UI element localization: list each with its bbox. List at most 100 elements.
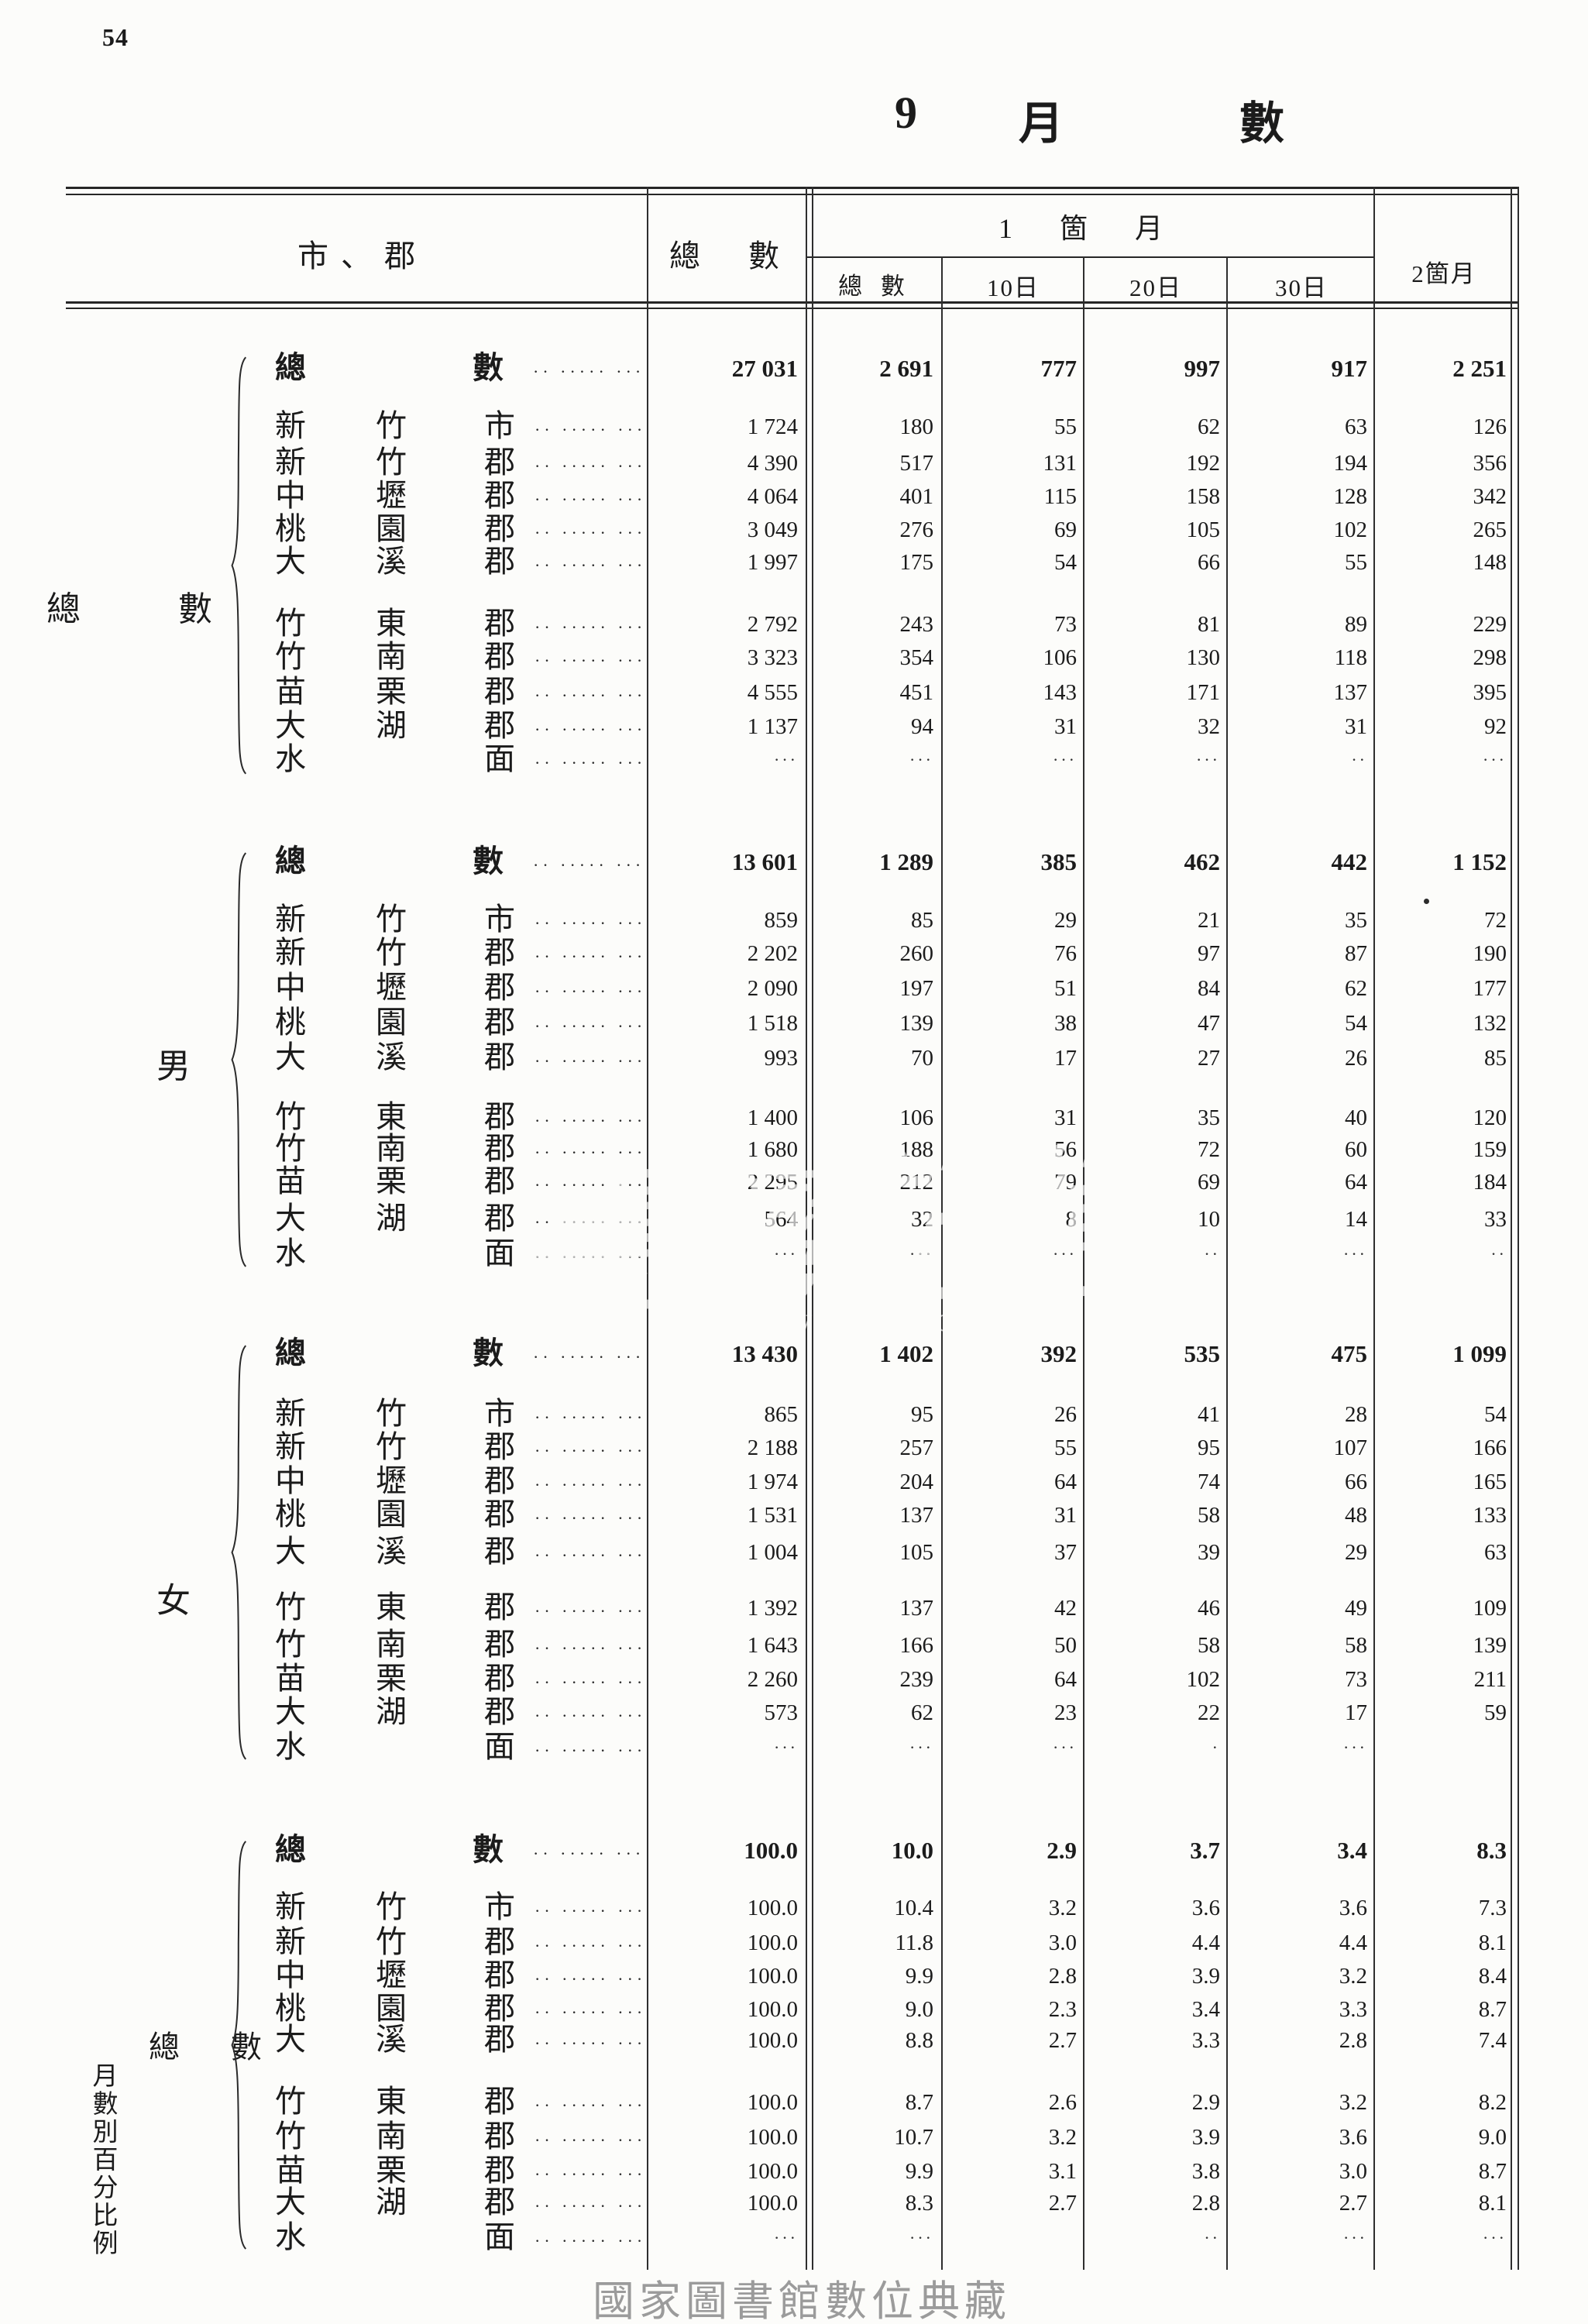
- cell-total: 4 555: [747, 680, 798, 705]
- row-label-char: 新: [275, 902, 306, 937]
- cell-day20: 105: [1186, 517, 1221, 542]
- row-label-char: 壢: [376, 1463, 407, 1498]
- cell-month2: 190: [1473, 941, 1507, 966]
- row-label-char: 苗: [275, 1164, 306, 1198]
- cell-total: 1 974: [747, 1470, 798, 1494]
- row-label-char: 郡: [484, 970, 515, 1005]
- cell-day30: 49: [1345, 1596, 1367, 1621]
- row-label-char: 郡: [484, 1534, 515, 1569]
- region-row-male: 中 壢 郡 ·· ····· ····· 2 090 197 51 84 62 177: [0, 971, 1588, 1006]
- row-label-char: 總: [275, 1832, 306, 1867]
- row-label-char: 新: [275, 935, 306, 970]
- row-label-char: 郡: [484, 544, 515, 579]
- row-label-char: 郡: [484, 708, 515, 743]
- row-label-char: 溪: [376, 1040, 407, 1074]
- header-day10: 10日: [987, 274, 1040, 301]
- cell-total: 100.0: [747, 1930, 798, 1955]
- region-row-male: 大 湖 郡 ·· ····· ····· 564 32 8 10 14 33: [0, 1202, 1588, 1237]
- row-label-char: 郡: [484, 1201, 515, 1236]
- cell-day20: 2.8: [1191, 2191, 1220, 2216]
- cell-day30: 475: [1331, 1340, 1368, 1367]
- row-label-char: 郡: [484, 1661, 515, 1696]
- cell-day30: 3.6: [1339, 1896, 1367, 1920]
- cell-total: 100.0: [747, 2125, 798, 2150]
- cell-day10: 55: [1054, 414, 1077, 439]
- cell-total: 2 295: [747, 1170, 798, 1195]
- cell-day10: 385: [1040, 848, 1078, 875]
- row-label-char: 郡: [484, 1694, 515, 1729]
- header-grand-total: 總 數: [669, 239, 799, 273]
- dot-leader: ·· ····· ·····: [534, 1741, 644, 1760]
- cell-total: ···: [774, 2228, 798, 2247]
- row-label-char: 郡: [484, 1991, 515, 2026]
- cell-month2: 92: [1484, 714, 1507, 739]
- cell-day10: 76: [1054, 941, 1077, 966]
- row-label-char: 栗: [376, 2153, 407, 2188]
- row-label-char: 湖: [376, 1201, 407, 1236]
- cell-month1-total: 9.9: [905, 1964, 933, 1989]
- page-title-month-number: 9: [895, 88, 917, 138]
- dot-leader: ·· ····· ·····: [534, 753, 644, 772]
- dot-leader: ·· ····· ·····: [534, 523, 644, 542]
- row-label-char: 桃: [275, 1497, 306, 1532]
- cell-total: 100.0: [747, 2090, 798, 2115]
- region-row-percent: 竹 東 郡 ·· ····· ····· 100.0 8.7 2.6 2.9 3.2 8.2: [0, 2085, 1588, 2120]
- dot-leader: ·· ····· ·····: [534, 947, 644, 966]
- cell-total: ···: [774, 750, 798, 769]
- region-row-male: 苗 栗 郡 ·· ····· ····· 2 295 212 79 69 64 184: [0, 1164, 1588, 1200]
- cell-total: 13 430: [731, 1340, 798, 1367]
- cell-day30: 64: [1345, 1170, 1367, 1195]
- region-row-male: 桃 園 郡 ·· ····· ····· 1 518 139 38 47 54 132: [0, 1006, 1588, 1041]
- cell-month2: 54: [1484, 1402, 1507, 1427]
- cell-month2: 133: [1473, 1503, 1507, 1528]
- table-top-rule-1: [66, 187, 1519, 189]
- row-label-char: 郡: [484, 606, 515, 641]
- dot-leader: ·· ····· ·····: [534, 1901, 644, 1920]
- cell-day10: 2.6: [1048, 2090, 1077, 2115]
- cell-day30: 3.2: [1339, 1964, 1367, 1989]
- row-label-char: 大: [275, 2022, 306, 2057]
- section1-side-label-part1: 總: [46, 590, 81, 628]
- dot-leader: ·· ····· ·····: [534, 2130, 644, 2150]
- dot-leader: ·· ····· ·····: [533, 362, 643, 381]
- region-row-percent: 新 竹 郡 ·· ····· ····· 100.0 11.8 3.0 4.4 4.4 8.1: [0, 1925, 1588, 1961]
- dot-leader: ·· ····· ·····: [534, 2196, 644, 2216]
- cell-month2: 1 152: [1452, 848, 1507, 875]
- row-label-char: 郡: [484, 1099, 515, 1134]
- cell-day30: 194: [1333, 451, 1368, 476]
- dot-leader: ·· ····· ·····: [534, 2033, 644, 2053]
- cell-day20: 535: [1184, 1340, 1221, 1367]
- region-row-percent: 水面·· ····· ···················: [0, 2220, 1588, 2256]
- row-label-char: 竹: [376, 902, 407, 937]
- cell-day10: 56: [1054, 1137, 1077, 1162]
- cell-total: 1 392: [747, 1596, 798, 1621]
- region-row-total: 大 溪 郡 ·· ····· ····· 1 997 175 54 66 55 148: [0, 545, 1588, 580]
- cell-day20: 41: [1198, 1402, 1220, 1427]
- cell-day10: 29: [1054, 908, 1077, 933]
- cell-month1-total: 180: [899, 414, 934, 439]
- dot-leader: ·· ····· ·····: [534, 913, 644, 933]
- row-label-char: 壢: [376, 1958, 407, 1992]
- header-day30: 30日: [1275, 274, 1328, 301]
- cell-day20: 130: [1186, 645, 1221, 670]
- cell-day10: 38: [1054, 1011, 1077, 1036]
- region-row-percent: 大 溪 郡 ·· ····· ····· 100.0 8.8 2.7 3.3 2.8 7.4: [0, 2023, 1588, 2058]
- cell-month2: 159: [1473, 1137, 1507, 1162]
- region-row-female: 桃 園 郡 ·· ····· ····· 1 531 137 31 58 48 133: [0, 1497, 1588, 1533]
- row-label-char: 桃: [275, 1991, 306, 2026]
- cell-total: 1 004: [747, 1540, 798, 1565]
- cell-day20: 32: [1198, 714, 1220, 739]
- cell-day30: 3.4: [1337, 1837, 1367, 1864]
- region-row-female: 苗 栗 郡 ·· ····· ····· 2 260 239 64 102 73 211: [0, 1662, 1588, 1697]
- divider-region-total: [647, 187, 648, 2270]
- row-label-char: 溪: [376, 2022, 407, 2057]
- cell-month2: 59: [1484, 1700, 1507, 1725]
- row-label-char: 大: [275, 1040, 306, 1074]
- row-label-char: 竹: [275, 2084, 306, 2119]
- section-total-row-male: 總 數 ·· ····· ····· 13 601 1 289 385 462 442 1 15…: [0, 844, 1588, 880]
- cell-total: 2 090: [747, 976, 798, 1001]
- cell-day10: 31: [1054, 1105, 1077, 1130]
- row-label-char: 中: [275, 478, 306, 513]
- cell-total: 1 518: [747, 1011, 798, 1036]
- row-label-char: 大: [275, 1694, 306, 1729]
